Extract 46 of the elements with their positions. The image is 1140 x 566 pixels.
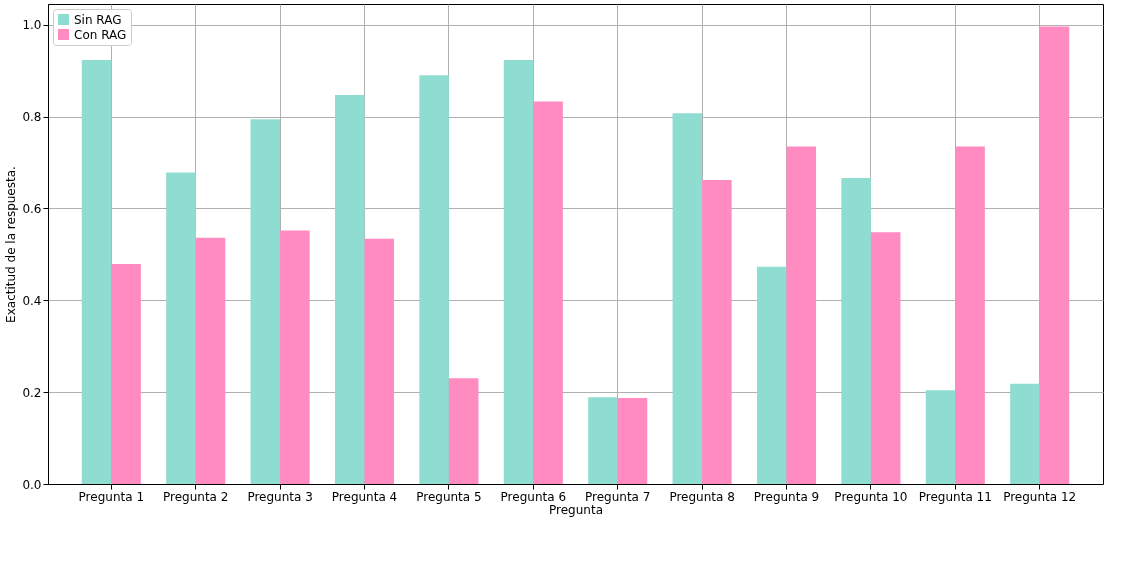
y-tick-label: 0.4 (22, 293, 42, 308)
y-axis-title: Exactitud de la respuesta. (4, 166, 19, 323)
x-tick-label: Pregunta 7 (584, 489, 651, 504)
legend-label: Con RAG (74, 27, 127, 42)
x-tick-label: Pregunta 10 (834, 489, 908, 504)
bar (195, 237, 226, 484)
bar (448, 378, 479, 484)
x-tick-label: Pregunta 4 (331, 489, 398, 504)
x-tick-label: Pregunta 11 (918, 489, 992, 504)
bar (364, 238, 395, 484)
x-tick-label: Pregunta 8 (669, 489, 735, 504)
bar (81, 60, 112, 484)
x-tick-label: Pregunta 9 (753, 489, 820, 504)
bar (756, 266, 787, 484)
bar (419, 75, 449, 484)
bar (533, 101, 563, 484)
x-axis-title: Pregunta (549, 502, 603, 517)
bar (166, 172, 196, 484)
bar (955, 146, 985, 484)
x-tick-label: Pregunta 1 (78, 489, 145, 504)
x-tick-label: Pregunta 5 (416, 489, 482, 504)
bar (617, 398, 648, 484)
bar (672, 113, 703, 484)
bar (503, 60, 534, 484)
y-tick-label: 0.8 (22, 110, 42, 125)
bar (280, 230, 310, 484)
legend-label: Sin RAG (74, 12, 122, 27)
y-tick-label: 0.2 (22, 385, 42, 400)
bar (250, 119, 281, 484)
bar (1039, 26, 1070, 484)
y-tick-label: 0.0 (22, 477, 42, 492)
bar (870, 232, 901, 484)
y-tick-label: 1.0 (22, 18, 42, 33)
bar (588, 397, 618, 484)
x-tick-label: Pregunta 2 (162, 489, 229, 504)
x-tick-label: Pregunta 3 (247, 489, 313, 504)
bar (111, 263, 141, 484)
x-tick-label: Pregunta 6 (500, 489, 567, 504)
bar (1010, 383, 1040, 484)
x-tick-label: Pregunta 12 (1003, 489, 1077, 504)
bar (841, 178, 871, 484)
bar (702, 179, 732, 484)
bar (334, 94, 365, 484)
y-tick-label: 0.6 (22, 201, 42, 216)
bar (925, 390, 956, 484)
bar (786, 146, 817, 484)
